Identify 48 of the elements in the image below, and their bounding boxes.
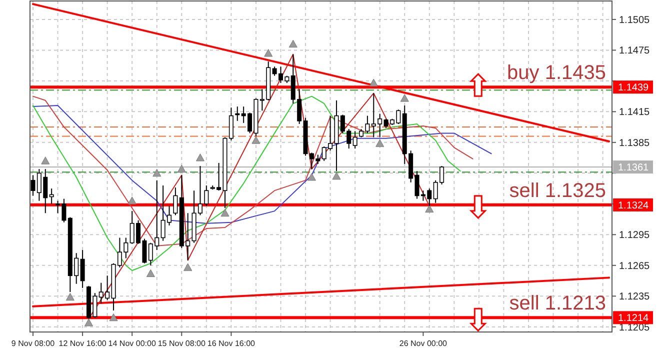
y-tick-label: 1.1265 bbox=[619, 260, 650, 272]
annotation: sell 1.1325 bbox=[509, 180, 606, 202]
point bbox=[177, 164, 186, 173]
ref-line-label: 1.1361 bbox=[618, 162, 650, 174]
candlestick bbox=[173, 187, 178, 216]
line-series bbox=[32, 105, 492, 224]
ref-line-label: 1.1324 bbox=[618, 200, 650, 212]
point bbox=[425, 204, 434, 212]
point bbox=[84, 318, 93, 326]
point bbox=[220, 208, 230, 217]
point bbox=[152, 168, 162, 177]
point bbox=[376, 139, 384, 147]
x-tick-label: 26 Nov 00:00 bbox=[399, 339, 448, 348]
point bbox=[332, 172, 341, 180]
point bbox=[369, 78, 378, 86]
point bbox=[41, 156, 50, 164]
y-tick-label: 1.1505 bbox=[619, 14, 650, 26]
y-tick-label: 1.1475 bbox=[619, 46, 650, 57]
point bbox=[307, 173, 316, 181]
line-series bbox=[32, 96, 474, 246]
y-tick-label: 1.1295 bbox=[619, 230, 650, 242]
y-tick-label: 1.1385 bbox=[619, 138, 650, 149]
point bbox=[109, 313, 118, 322]
candlestick bbox=[49, 188, 54, 204]
x-tick-label: 12 Nov 16:00 bbox=[58, 339, 107, 348]
x-tick-label: 15 Nov 08:00 bbox=[158, 339, 206, 348]
point bbox=[196, 154, 204, 162]
annotation: buy 1.1435 bbox=[507, 62, 606, 84]
line-series bbox=[32, 96, 461, 272]
point bbox=[400, 94, 409, 102]
x-tick-label: 16 Nov 16:00 bbox=[207, 339, 256, 348]
ref-line-label: 1.1214 bbox=[618, 313, 650, 324]
point bbox=[184, 263, 192, 271]
point bbox=[66, 292, 74, 301]
ref-line-label: 1.1439 bbox=[618, 82, 650, 94]
point bbox=[288, 40, 298, 48]
point bbox=[264, 49, 273, 57]
x-tick-label: 9 Nov 08:00 bbox=[11, 339, 56, 348]
point bbox=[146, 269, 155, 278]
annotation: sell 1.1213 bbox=[509, 292, 606, 315]
candlestick bbox=[80, 250, 85, 288]
point bbox=[128, 196, 136, 204]
candlestick bbox=[235, 106, 240, 122]
point bbox=[252, 136, 260, 144]
candlestick bbox=[352, 130, 358, 150]
x-tick-label: 14 Nov 00:00 bbox=[108, 339, 156, 348]
y-tick-label: 1.1415 bbox=[619, 107, 650, 118]
y-tick-label: 1.1235 bbox=[619, 292, 650, 303]
